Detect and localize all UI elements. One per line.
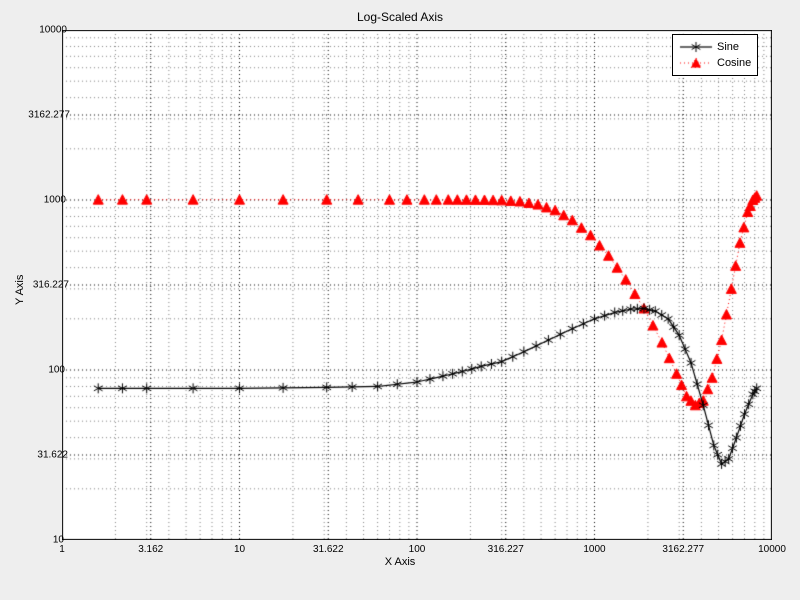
chart-canvas (62, 30, 772, 540)
x-axis-label: X Axis (0, 556, 800, 568)
x-tick-label: 1000 (583, 544, 605, 555)
legend: Sine Cosine (672, 34, 758, 76)
y-tick-label: 10 (46, 535, 64, 546)
y-tick-label: 316.227 (21, 280, 69, 291)
x-tick-label: 31.622 (313, 544, 344, 555)
figure: Log-Scaled Axis X Axis Y Axis SineCosine… (0, 0, 800, 600)
x-tick-label: 316.227 (488, 544, 524, 555)
legend-item: Sine (679, 39, 751, 55)
y-tick-label: 3162.277 (16, 110, 70, 121)
y-tick-label: 31.622 (26, 450, 68, 461)
legend-label: Cosine (717, 57, 751, 69)
legend-label: Sine (717, 41, 739, 53)
legend-item: Cosine (679, 55, 751, 71)
chart-title: Log-Scaled Axis (0, 10, 800, 24)
x-tick-label: 3.162 (138, 544, 163, 555)
legend-swatch (679, 56, 713, 70)
legend-swatch (679, 40, 713, 54)
plot-area (62, 30, 772, 540)
x-tick-label: 10000 (758, 544, 786, 555)
x-tick-label: 10 (234, 544, 245, 555)
x-tick-label: 3162.277 (662, 544, 704, 555)
x-tick-label: 100 (409, 544, 426, 555)
x-tick-label: 1 (59, 544, 65, 555)
y-tick-label: 100 (41, 365, 65, 376)
y-tick-label: 1000 (36, 195, 66, 206)
y-tick-label: 10000 (31, 25, 67, 36)
